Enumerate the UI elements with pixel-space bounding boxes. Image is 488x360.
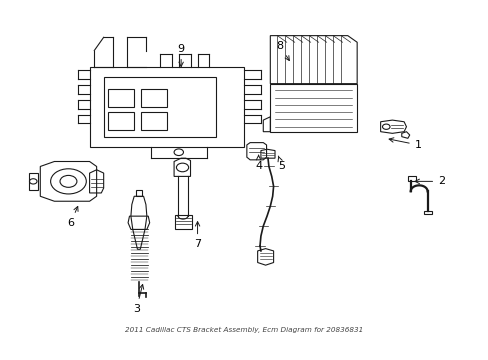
Text: 2: 2 bbox=[414, 176, 444, 186]
Text: 1: 1 bbox=[388, 138, 421, 150]
Text: 4: 4 bbox=[255, 156, 262, 171]
Text: 8: 8 bbox=[276, 41, 289, 60]
Text: 3: 3 bbox=[133, 284, 143, 314]
Text: 9: 9 bbox=[177, 44, 184, 67]
Text: 2011 Cadillac CTS Bracket Assembly, Ecm Diagram for 20836831: 2011 Cadillac CTS Bracket Assembly, Ecm … bbox=[125, 327, 363, 333]
Text: 6: 6 bbox=[67, 206, 78, 228]
Text: 7: 7 bbox=[194, 222, 201, 249]
Text: 5: 5 bbox=[278, 156, 285, 171]
